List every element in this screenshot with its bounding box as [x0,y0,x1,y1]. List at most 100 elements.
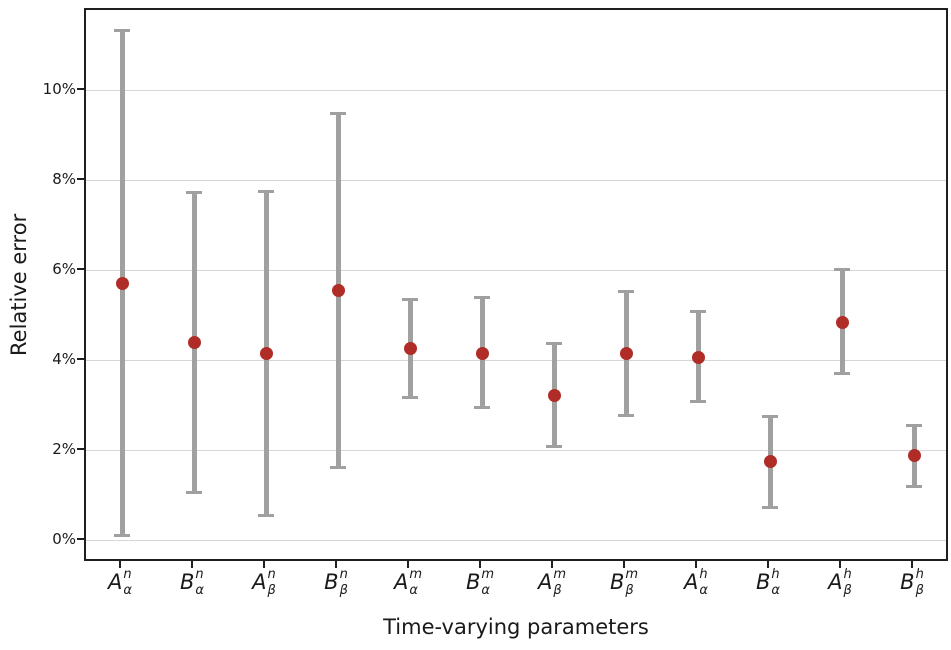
x-category-subscript: β [553,583,562,598]
x-category-subscript: α [481,583,490,598]
x-tick-mark [407,561,409,568]
x-category-superscript: n [267,567,276,582]
error-bar-cap-top [402,297,418,301]
error-bar-cap-top [618,289,634,293]
x-category-base: A [252,570,267,594]
x-category-base: B [609,570,625,594]
x-axis-title: Time-varying parameters [383,615,649,639]
data-point-marker [619,347,633,361]
x-category-subscript: α [123,583,132,598]
data-point-marker [259,346,273,360]
y-tick-label: 10% [42,79,76,98]
data-point-marker [907,448,921,462]
x-category-subscript: α [195,583,204,598]
x-category-superscript: m [481,567,495,582]
y-tick-label: 4% [52,349,76,368]
data-point-marker [475,346,489,360]
x-category-subscript: α [409,583,418,598]
y-tick-mark [77,537,84,540]
x-tick-mark [263,561,265,568]
x-category-superscript: h [843,567,852,582]
x-tick-mark [191,561,193,568]
x-category-superscript: m [553,567,567,582]
error-bar-cap-top [762,414,778,418]
error-bar-cap-bottom [186,491,202,495]
x-category-subscript: α [771,583,780,598]
gridline [86,540,946,542]
x-category-base: A [684,570,699,594]
data-point-marker [187,336,201,350]
error-bar-cap-bottom [474,405,490,409]
error-bar-cap-bottom [402,395,418,399]
x-category-superscript: m [409,567,423,582]
error-bar-cap-bottom [834,372,850,376]
error-bar-cap-top [114,29,130,33]
y-tick-mark [77,177,84,180]
y-tick-mark [77,87,84,90]
x-category-base: B [324,570,339,594]
x-category-superscript: h [771,567,780,582]
error-bar-cap-bottom [690,400,706,404]
y-tick-label: 6% [52,259,76,278]
x-category-superscript: n [339,567,348,582]
y-tick-mark [77,357,84,360]
error-bar-cap-top [906,423,922,427]
x-tick-mark [551,561,553,568]
x-tick-mark [335,561,337,568]
data-point-marker [403,342,417,356]
error-bar-cap-bottom [906,485,922,489]
x-tick-mark [767,561,769,568]
data-point-marker [115,276,129,290]
x-category-base: A [537,570,553,594]
y-tick-label: 2% [52,439,76,458]
y-tick-label: 0% [52,529,76,548]
gridline [86,270,946,272]
x-category-subscript: β [267,583,276,598]
x-category-subscript: β [915,583,924,598]
error-bar-cap-top [186,191,202,195]
x-category-subscript: α [699,583,708,598]
error-bar-cap-bottom [618,413,634,417]
data-point-marker [547,388,561,402]
error-bar-cap-bottom [546,445,562,449]
x-tick-mark [623,561,625,568]
x-category-base: A [828,570,843,594]
x-tick-mark [911,561,913,568]
gridline [86,90,946,92]
y-tick-mark [77,267,84,270]
data-point-marker [691,350,705,364]
x-category-base: B [180,570,195,594]
x-category-superscript: n [123,567,132,582]
gridline [86,450,946,452]
x-category-superscript: m [625,567,639,582]
error-bar-cap-top [546,341,562,345]
error-bar-cap-top [474,295,490,299]
error-bar-cap-bottom [114,534,130,538]
x-tick-mark [695,561,697,568]
error-bar-cap-bottom [762,505,778,509]
x-category-base: B [756,570,771,594]
x-category-subscript: β [843,583,852,598]
